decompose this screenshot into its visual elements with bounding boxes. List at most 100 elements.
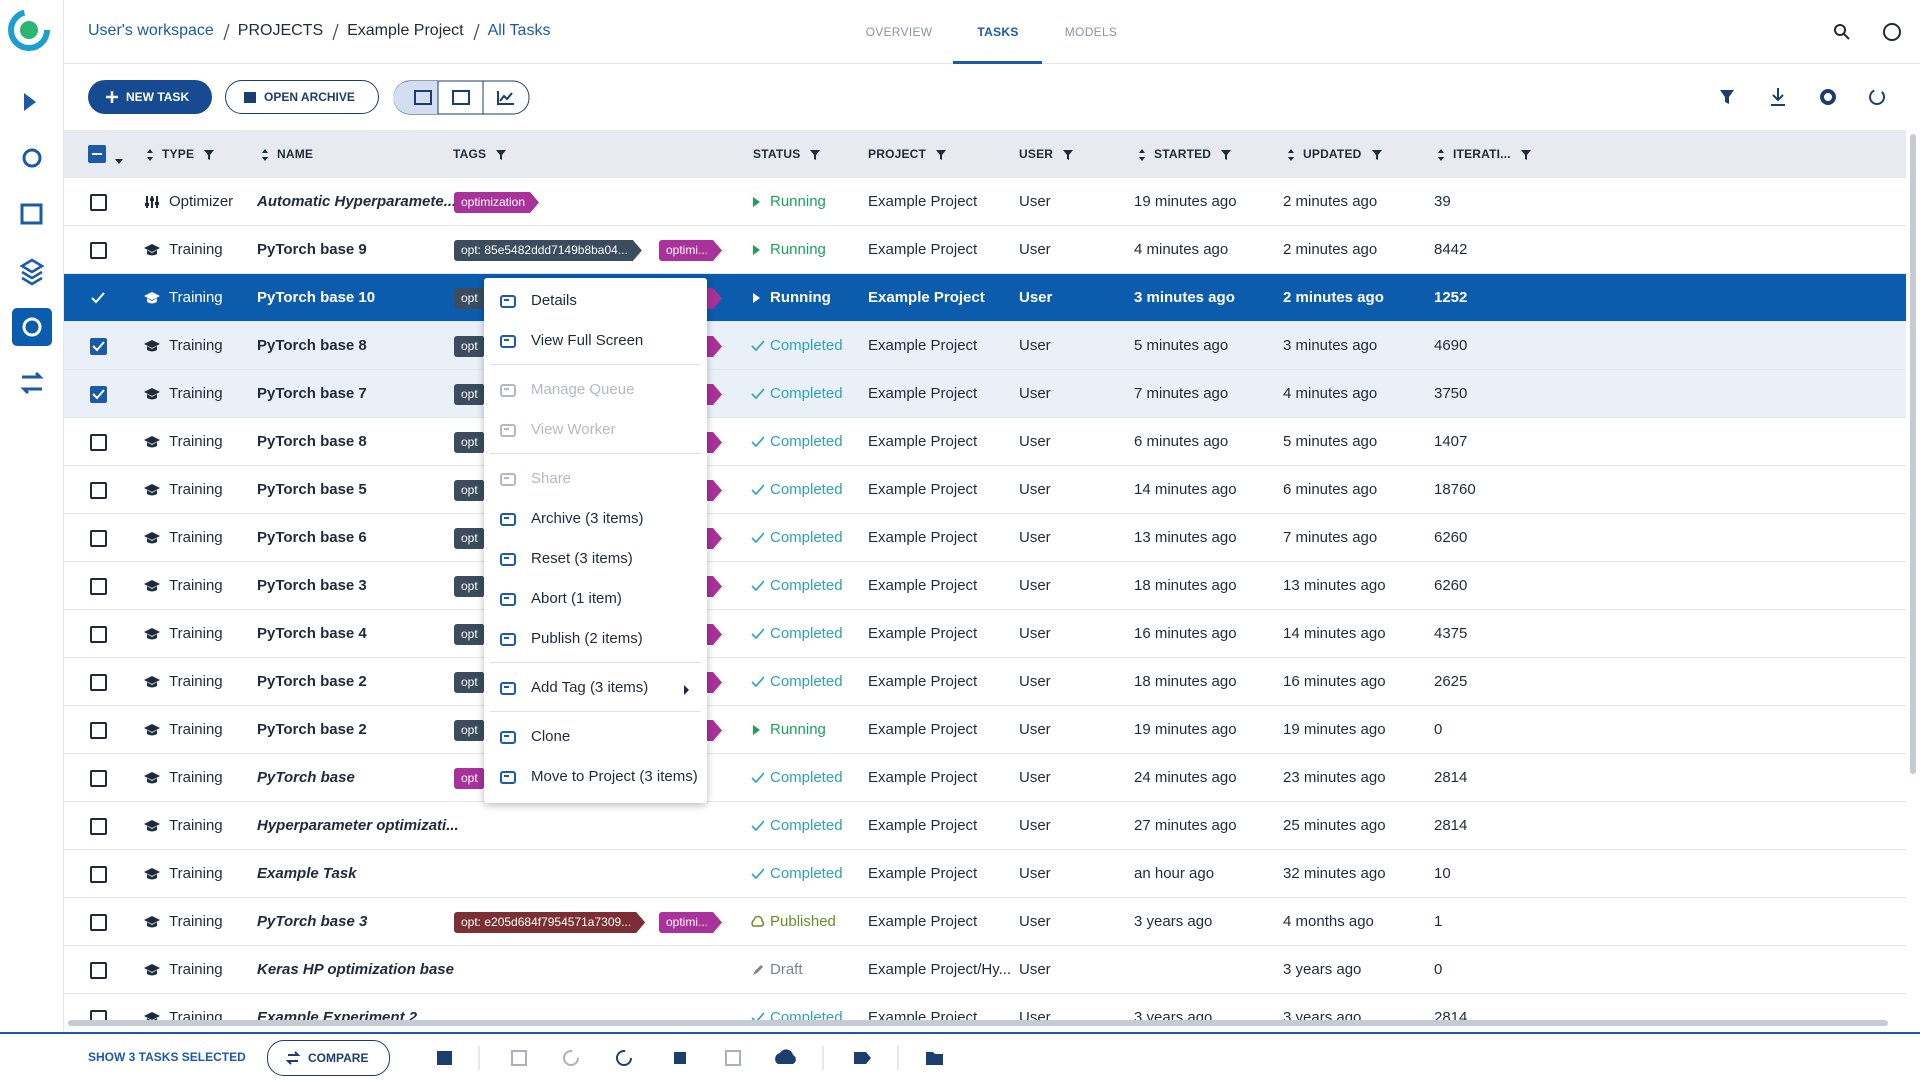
move-action[interactable] [926,1052,943,1065]
task-name[interactable]: Keras HP optimization base [257,961,454,978]
select-all-checkbox[interactable] [88,145,106,163]
nav-tab[interactable]: TASKS [977,25,1019,39]
table-row[interactable]: Training Example Task Completed Example Pro… [64,850,1906,898]
column-header[interactable]: ITERATI... [1453,147,1511,161]
menu-item[interactable]: Details [484,280,707,320]
breadcrumb-item[interactable]: Example Project [347,22,464,39]
details-view-icon[interactable] [452,90,470,105]
nav-icon[interactable] [19,258,45,286]
row-checkbox[interactable] [90,818,107,835]
nav-tab[interactable]: OVERVIEW [865,25,933,39]
menu-item[interactable]: Publish (2 items) [484,618,707,658]
chart-view-icon[interactable] [497,91,514,105]
nav-tab[interactable]: MODELS [1064,25,1118,39]
help-icon[interactable] [1883,23,1901,41]
column-header[interactable]: STARTED [1154,147,1212,161]
task-name[interactable]: PyTorch base 8 [257,337,367,354]
table-row[interactable]: Training PyTorch base 9 opt: 85e5482ddd714… [64,226,1906,274]
search-icon[interactable] [1834,24,1846,36]
row-checkbox[interactable] [90,962,107,979]
task-name[interactable]: PyTorch base 9 [257,241,367,258]
compare-button[interactable]: COMPARE [267,1040,390,1076]
breadcrumb-item[interactable]: User's workspace [88,22,214,39]
task-name[interactable]: PyTorch base [257,769,355,786]
row-checkbox[interactable] [90,242,107,259]
menu-item[interactable]: Abort (1 item) [484,578,707,618]
row-checkbox[interactable] [90,866,107,883]
column-header[interactable]: TAGS [453,147,487,161]
menu-item[interactable]: Move to Project (3 items) [484,756,707,796]
column-header[interactable]: TYPE [162,147,195,161]
task-name[interactable]: Automatic Hyperparamete... [257,193,457,210]
column-header[interactable]: USER [1019,147,1054,161]
row-checkbox[interactable] [90,194,107,211]
settings-icon[interactable] [1820,89,1836,105]
clear-filter-icon[interactable] [1720,90,1734,104]
table-view-icon[interactable] [414,90,432,105]
breadcrumb-item[interactable]: All Tasks [487,22,551,39]
task-name[interactable]: Example Experiment 2 [257,1009,418,1021]
nav-active[interactable] [12,308,52,346]
new-task-button[interactable]: NEW TASK [88,80,212,114]
task-name[interactable]: PyTorch base 8 [257,433,367,450]
publish-action[interactable] [775,1049,796,1064]
row-checkbox[interactable] [90,770,107,787]
nav-icon[interactable] [22,148,42,168]
breadcrumb-item[interactable]: PROJECTS [237,22,324,39]
row-checkbox[interactable] [90,482,107,499]
nav-icon[interactable] [20,371,44,395]
task-name[interactable]: PyTorch base 10 [257,289,376,306]
nav-icon[interactable] [20,203,43,225]
task-name[interactable]: PyTorch base 2 [257,673,367,690]
row-checkbox[interactable] [90,1010,107,1021]
task-name[interactable]: PyTorch base 7 [257,385,367,402]
table-row[interactable]: Optimizer Automatic Hyperparamete... optim… [64,178,1906,226]
row-checkbox[interactable] [90,914,107,931]
row-checkbox[interactable] [90,338,107,355]
task-name[interactable]: PyTorch base 6 [257,529,367,546]
row-checkbox[interactable] [90,578,107,595]
column-header[interactable]: NAME [277,147,314,161]
nav-icon[interactable] [24,93,36,111]
column-header[interactable]: STATUS [753,147,801,161]
tag-action[interactable] [854,1052,871,1064]
archive-action[interactable] [437,1051,452,1065]
table-row[interactable]: Training Example Experiment 2 Completed Exa… [64,994,1906,1021]
menu-item[interactable]: Archive (3 items) [484,498,707,538]
table-row[interactable]: Training PyTorch base opt Completed Example … [64,754,1906,802]
row-checkbox[interactable] [90,434,107,451]
task-name[interactable]: PyTorch base 5 [257,481,367,498]
column-header[interactable]: UPDATED [1303,147,1362,161]
download-icon[interactable] [1771,88,1785,106]
task-name[interactable]: PyTorch base 3 [257,577,367,594]
row-checkbox[interactable] [90,386,107,403]
table-row[interactable]: Training PyTorch base 3 opt: e205d684f7954… [64,898,1906,946]
task-name[interactable]: Hyperparameter optimizati... [257,817,459,834]
task-name[interactable]: Example Task [257,865,357,882]
menu-item[interactable]: Add Tag (3 items) [484,667,707,707]
menu-item[interactable]: View Full Screen [484,320,707,360]
table-row[interactable]: Training Keras HP optimization base Draft E… [64,946,1906,994]
row-checkbox[interactable] [90,722,107,739]
task-name[interactable]: PyTorch base 4 [257,625,367,642]
search-icon[interactable] [1843,33,1850,40]
reset-action[interactable] [616,1050,632,1066]
row-checkbox[interactable] [90,530,107,547]
column-header[interactable]: PROJECT [868,147,927,161]
task-name[interactable]: PyTorch base 3 [257,913,368,930]
menu-item[interactable]: Clone [484,716,707,756]
row-checkbox[interactable] [90,626,107,643]
menu-item[interactable]: Reset (3 items) [484,538,707,578]
v-scrollbar[interactable] [1910,134,1916,774]
open-archive-button[interactable]: OPEN ARCHIVE [225,80,379,114]
task-name[interactable]: PyTorch base 2 [257,721,367,738]
selected-count[interactable]: SHOW 3 TASKS SELECTED [88,1050,246,1064]
